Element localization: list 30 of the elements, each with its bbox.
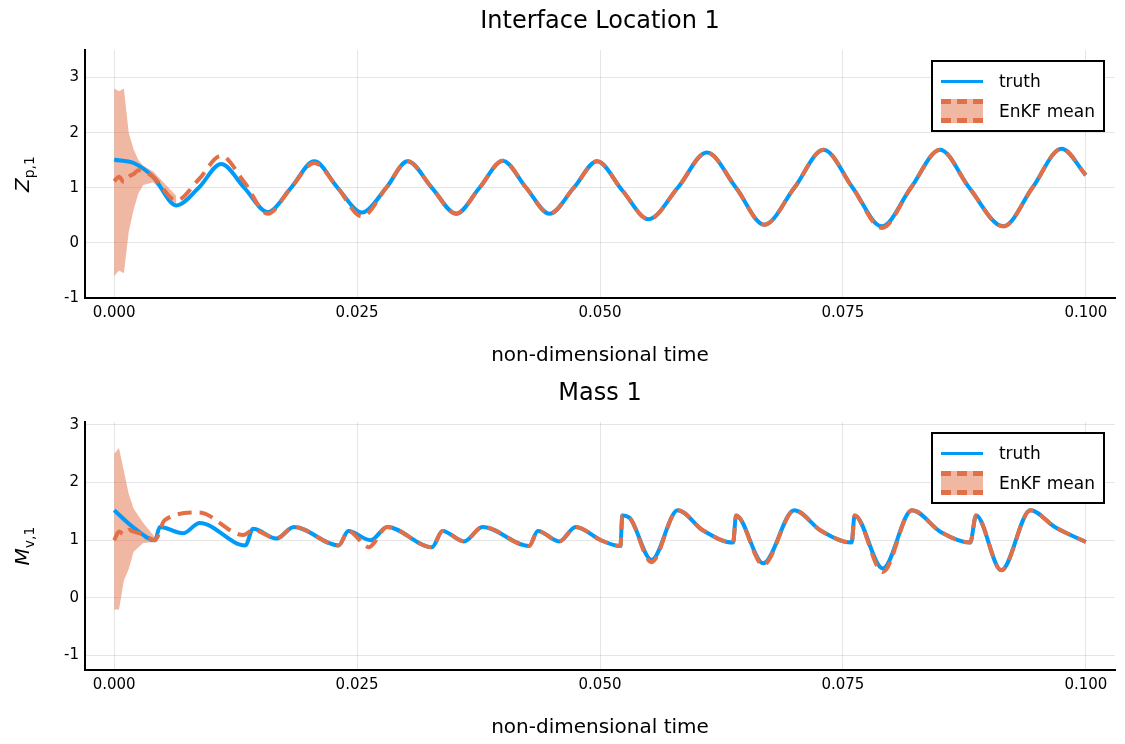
x-axis-title: non-dimensional time [491,714,709,739]
x-axis-title: non-dimensional time [491,342,709,367]
chart-title: Mass 1 [558,378,642,407]
y-tick-label: 2 [69,472,79,491]
y-tick-label: -1 [64,287,79,306]
x-tick-label: 0.075 [821,674,865,693]
chart-title: Interface Location 1 [480,6,720,35]
x-tick-label: 0.050 [578,674,622,693]
y-tick-label: 2 [69,122,79,141]
x-tick-label: 0.000 [92,674,136,693]
y-tick-label: 1 [69,530,79,549]
legend-label: EnKF mean [998,101,1095,121]
legend-label: EnKF mean [998,473,1095,493]
legend-label: truth [998,443,1041,463]
y-axis-title: Zp,1 [10,156,37,193]
x-tick-label: 0.100 [1064,302,1108,321]
y-tick-label: 1 [69,177,79,196]
y-tick-label: 0 [69,232,79,251]
y-tick-label: -1 [64,645,79,664]
x-tick-label: 0.025 [335,302,379,321]
y-tick-label: 3 [69,414,79,433]
x-tick-label: 0.000 [92,302,136,321]
legend-label: truth [998,71,1041,91]
y-axis-title: Mv,1 [10,526,37,566]
x-tick-label: 0.100 [1064,674,1108,693]
x-tick-label: 0.075 [821,302,865,321]
x-tick-label: 0.050 [578,302,622,321]
y-tick-label: 3 [69,67,79,86]
x-tick-label: 0.025 [335,674,379,693]
y-tick-label: 0 [69,587,79,606]
